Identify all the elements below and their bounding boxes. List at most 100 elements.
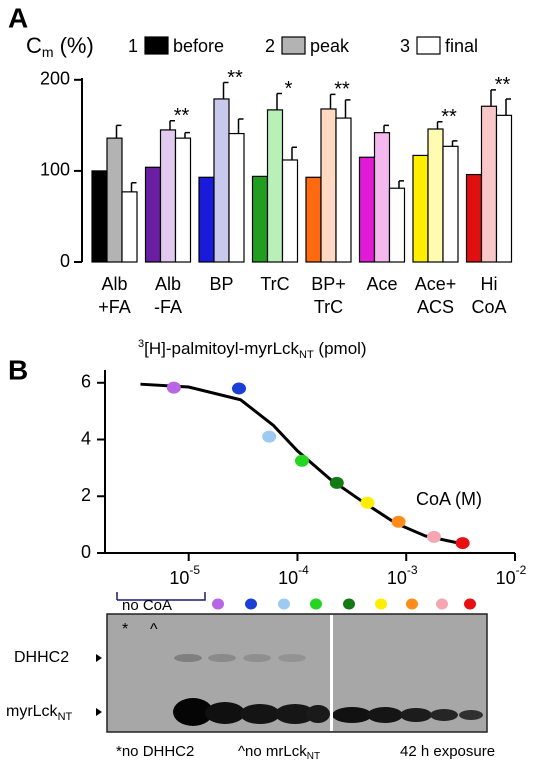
lane-dot xyxy=(375,598,387,610)
bar xyxy=(427,128,444,263)
bar xyxy=(465,173,483,263)
band xyxy=(367,707,403,723)
y-tick-label: 0 xyxy=(81,542,91,562)
error-bar xyxy=(505,98,511,116)
lane-divider xyxy=(330,615,333,731)
x-tick-label: Ace+ xyxy=(415,274,457,294)
bar xyxy=(144,166,162,263)
band-label: DHHC2 xyxy=(14,649,69,666)
lane-dot xyxy=(436,598,448,610)
x-tick-label: Alb xyxy=(155,274,181,294)
significance: * xyxy=(285,78,293,100)
bar xyxy=(159,129,177,263)
error-bar xyxy=(169,120,175,130)
x-tick-label: BP+ xyxy=(311,274,346,294)
y-tick-label: 2 xyxy=(81,485,91,505)
legend-number: 3 xyxy=(400,36,410,56)
x-tick-label: 10-4 xyxy=(278,563,309,588)
x-tick-label: +FA xyxy=(98,297,131,317)
legend-swatch xyxy=(281,36,306,55)
fit-line xyxy=(140,382,466,546)
bar xyxy=(106,137,123,263)
panel-label: A xyxy=(8,2,28,33)
x-tick-exp: -4 xyxy=(298,563,309,577)
lane-group-label: no CoA xyxy=(122,597,172,614)
lane-dot xyxy=(245,598,257,610)
bar xyxy=(228,132,245,263)
band xyxy=(243,654,271,662)
error-bar xyxy=(130,182,137,192)
arrowhead xyxy=(96,654,102,662)
significance: ** xyxy=(495,74,511,96)
error-bar xyxy=(184,131,190,139)
data-point xyxy=(166,381,181,394)
x-tick-base: 10 xyxy=(496,568,516,588)
data-point xyxy=(231,382,246,395)
significance: ** xyxy=(174,105,190,127)
lane-mark: * xyxy=(122,621,128,638)
band xyxy=(208,654,236,662)
lane-dot xyxy=(310,598,322,610)
bar xyxy=(388,187,406,263)
footnote: ^no mrLckNT xyxy=(238,743,320,762)
lane-dot xyxy=(464,598,476,610)
bar xyxy=(335,117,352,263)
footnote: *no DHHC2 xyxy=(116,743,194,760)
bar xyxy=(174,137,192,263)
x-tick-label: BP xyxy=(209,274,233,294)
legend-number: 1 xyxy=(128,36,138,56)
legend-label: before xyxy=(173,36,224,56)
title-main: C xyxy=(26,33,42,58)
data-point xyxy=(391,515,406,528)
band xyxy=(430,709,458,721)
legend-label: final xyxy=(445,36,478,56)
x-tick-label: 10-2 xyxy=(496,563,527,588)
bar xyxy=(251,175,269,263)
y-tick-label: 200 xyxy=(40,69,70,89)
y-tick-label: 4 xyxy=(81,428,91,448)
bar xyxy=(358,156,376,263)
blot-bands xyxy=(173,615,483,731)
title-sup: 3 xyxy=(138,338,144,350)
title-sub: NT xyxy=(299,349,314,361)
bar xyxy=(198,176,215,263)
x-tick-label: Hi xyxy=(481,274,498,294)
band xyxy=(306,705,330,723)
bar xyxy=(121,191,138,263)
x-tick-label: Ace xyxy=(366,274,397,294)
significance: ** xyxy=(334,79,350,101)
chart-title: Cm (%) xyxy=(26,33,94,60)
data-point xyxy=(294,454,309,467)
band-label-sub: NT xyxy=(58,711,73,723)
data-point xyxy=(329,476,344,489)
bar xyxy=(412,154,429,263)
band xyxy=(174,654,202,662)
x-tick-label: ACS xyxy=(417,297,454,317)
band xyxy=(205,702,245,724)
title-main: [H]-palmitoyl-myrLck xyxy=(144,339,299,358)
band xyxy=(400,708,432,722)
lane-dot xyxy=(343,598,355,610)
error-bar xyxy=(398,180,404,189)
error-bar xyxy=(291,146,297,160)
data-point xyxy=(262,430,277,443)
legend-number: 2 xyxy=(265,36,275,56)
x-tick-label: TrC xyxy=(314,297,343,317)
error-bar xyxy=(344,99,351,119)
band xyxy=(275,704,315,724)
lane-bracket xyxy=(116,592,206,601)
lane-dot xyxy=(406,598,418,610)
x-tick-exp: -2 xyxy=(516,563,527,577)
legend-swatch xyxy=(416,36,441,55)
error-bar xyxy=(436,120,443,130)
x-tick-base: 10 xyxy=(169,568,189,588)
bar xyxy=(480,105,498,263)
data-point xyxy=(360,496,375,509)
legend-label: peak xyxy=(310,36,350,56)
error-bar xyxy=(329,93,336,109)
bar xyxy=(91,170,108,263)
lane-mark: ^ xyxy=(150,621,158,638)
band xyxy=(240,704,280,724)
